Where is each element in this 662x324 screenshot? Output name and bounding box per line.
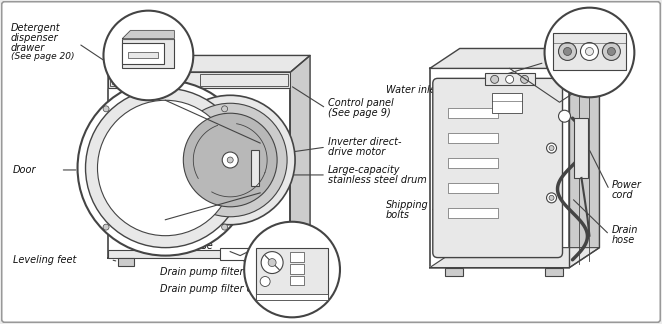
Polygon shape (290, 55, 310, 258)
Circle shape (260, 276, 270, 286)
Circle shape (227, 157, 233, 163)
Text: dispenser: dispenser (11, 32, 58, 42)
Circle shape (549, 145, 554, 151)
Bar (545, 268, 563, 275)
Circle shape (602, 42, 620, 61)
Circle shape (547, 143, 557, 153)
FancyBboxPatch shape (111, 75, 170, 86)
Circle shape (549, 195, 554, 200)
Text: cord: cord (612, 190, 633, 200)
Circle shape (563, 48, 571, 55)
Circle shape (77, 80, 253, 256)
Polygon shape (109, 55, 310, 72)
Circle shape (491, 75, 498, 83)
Bar (122, 39, 174, 68)
Polygon shape (569, 49, 599, 268)
Text: stainless steel drum: stainless steel drum (328, 175, 427, 185)
Bar (290, 275, 304, 285)
Text: Large-capacity: Large-capacity (328, 165, 401, 175)
Circle shape (222, 106, 228, 112)
FancyBboxPatch shape (113, 76, 167, 84)
Text: Door: Door (13, 165, 36, 175)
Bar (109, 249, 290, 258)
Circle shape (608, 48, 616, 55)
Polygon shape (430, 49, 599, 68)
Circle shape (244, 222, 340, 317)
Circle shape (581, 42, 598, 61)
Bar (448, 183, 498, 193)
Text: bolts: bolts (386, 210, 410, 220)
Circle shape (545, 8, 634, 97)
Bar (448, 133, 498, 143)
Text: Water inlets: Water inlets (386, 85, 445, 95)
Circle shape (103, 11, 193, 100)
Circle shape (520, 75, 528, 83)
Circle shape (103, 106, 109, 112)
Text: Power: Power (612, 180, 641, 190)
Text: Detergent: Detergent (11, 23, 60, 33)
Bar (256, 248, 328, 299)
Circle shape (166, 95, 295, 225)
Circle shape (506, 75, 514, 83)
Text: Control panel: Control panel (328, 98, 394, 108)
Circle shape (585, 48, 593, 55)
Circle shape (559, 110, 571, 122)
Text: hose: hose (612, 235, 635, 245)
Bar (430, 68, 569, 268)
Circle shape (222, 152, 238, 168)
Text: Drain: Drain (612, 225, 638, 235)
Circle shape (222, 224, 228, 230)
Circle shape (547, 193, 557, 203)
Bar (128, 52, 158, 58)
Text: (See page 20): (See page 20) (11, 52, 74, 62)
FancyBboxPatch shape (201, 75, 288, 86)
Polygon shape (109, 72, 290, 258)
Text: Shipping: Shipping (386, 200, 428, 210)
Circle shape (559, 42, 577, 61)
Bar (290, 252, 304, 261)
Bar (445, 268, 463, 275)
Bar (290, 263, 304, 273)
Polygon shape (109, 72, 290, 88)
Polygon shape (430, 248, 599, 268)
Bar (220, 248, 250, 260)
Text: drive motor: drive motor (328, 147, 385, 157)
Text: Leveling feet: Leveling feet (13, 255, 76, 265)
Text: drawer: drawer (11, 42, 45, 52)
Circle shape (183, 113, 277, 207)
Bar (118, 258, 134, 266)
Circle shape (173, 103, 287, 217)
Circle shape (85, 88, 245, 248)
Text: Drain hose: Drain hose (160, 241, 213, 251)
Bar (553, 32, 626, 70)
Circle shape (268, 259, 276, 267)
Polygon shape (122, 30, 174, 39)
Text: Inverter direct-: Inverter direct- (328, 137, 402, 147)
FancyBboxPatch shape (433, 78, 563, 258)
Circle shape (97, 100, 233, 236)
Bar (448, 108, 498, 118)
Bar (575, 118, 589, 178)
Bar (485, 73, 535, 85)
Text: Drain pump filter: Drain pump filter (160, 267, 244, 276)
Bar (448, 208, 498, 218)
Bar (256, 295, 328, 300)
Bar (251, 150, 259, 186)
Circle shape (103, 224, 109, 230)
Bar (248, 143, 260, 193)
Text: (See page 9): (See page 9) (328, 108, 391, 118)
Bar (262, 258, 278, 266)
Bar (122, 42, 164, 64)
Bar (448, 158, 498, 168)
Text: Drain pump filter cover: Drain pump filter cover (160, 284, 274, 295)
Circle shape (261, 252, 283, 273)
Bar (492, 93, 522, 113)
